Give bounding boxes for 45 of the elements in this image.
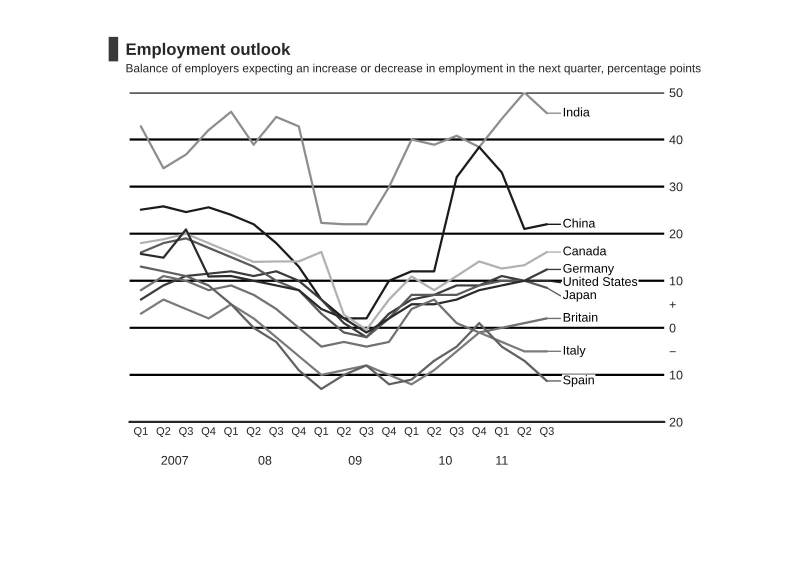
x-tick-label: Q1 bbox=[494, 427, 509, 437]
x-tick-label: Q3 bbox=[450, 427, 464, 437]
legend-label: United States bbox=[564, 276, 638, 286]
legend-label: Spain bbox=[563, 375, 594, 387]
chart-subtitle: Balance of employers expecting an increase or decrease in employment in the next quarter, percentage points bbox=[126, 64, 701, 75]
x-tick-label: Q4 bbox=[202, 427, 216, 437]
x-tick-label: Q4 bbox=[382, 427, 396, 437]
x-tick-label: Q2 bbox=[337, 427, 351, 437]
y-tick-label: 10 bbox=[670, 276, 682, 286]
legend-label: Britain bbox=[564, 312, 598, 322]
legend-label: Italy bbox=[564, 346, 586, 358]
text: 08 bbox=[258, 456, 272, 465]
y-tick-label: 0 bbox=[670, 324, 676, 332]
text: 10 bbox=[439, 456, 452, 465]
y-tick-label: 50 bbox=[670, 88, 682, 98]
x-tick-label: Q2 bbox=[427, 427, 441, 437]
y-tick-label: 20 bbox=[670, 418, 682, 427]
x-tick-label: Q1 bbox=[404, 427, 418, 437]
x-tick-label: Q2 bbox=[246, 427, 261, 437]
x-tick-label: Q1 bbox=[224, 427, 238, 437]
y-tick-label: 10 bbox=[670, 370, 682, 380]
x-tick-label: Q2 bbox=[517, 427, 532, 437]
x-tick-label: Q2 bbox=[156, 427, 170, 437]
legend-label: Canada bbox=[563, 246, 606, 256]
text: 09 bbox=[348, 456, 362, 465]
x-tick-label: Q1 bbox=[134, 427, 148, 437]
legend-label: China bbox=[563, 218, 596, 228]
legend-label: Germany bbox=[563, 264, 614, 276]
y-tick-label: 30 bbox=[670, 182, 682, 192]
y-tick-label: 40 bbox=[669, 135, 682, 144]
text: 2007 bbox=[161, 456, 188, 465]
x-tick-label: Q3 bbox=[360, 427, 374, 437]
x-tick-label: Q3 bbox=[269, 427, 284, 437]
legend-label: India bbox=[564, 107, 590, 117]
y-tick-label: + bbox=[670, 302, 676, 308]
x-tick-label: Q1 bbox=[314, 427, 328, 437]
text: 11 bbox=[496, 456, 508, 465]
y-tick-label: 20 bbox=[670, 229, 682, 238]
x-tick-label: Q4 bbox=[292, 427, 306, 437]
legend-label: Japan bbox=[562, 290, 596, 302]
x-tick-label: Q3 bbox=[179, 427, 193, 437]
chart-title: Employment outlook bbox=[126, 42, 290, 58]
x-tick-label: Q4 bbox=[472, 427, 486, 437]
y-tick-label: − bbox=[670, 351, 676, 352]
x-tick-label: Q3 bbox=[540, 427, 554, 437]
